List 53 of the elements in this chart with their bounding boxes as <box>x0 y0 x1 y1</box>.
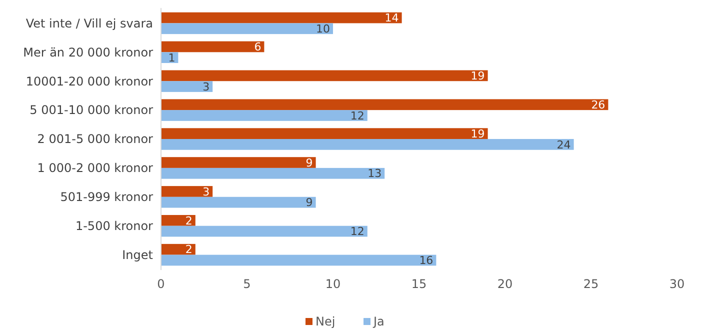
bar <box>161 81 213 92</box>
bar <box>161 196 316 208</box>
data-label: 19 <box>470 70 485 83</box>
y-tick-label: Inget <box>122 248 154 262</box>
data-label: 2 <box>185 214 192 228</box>
data-label: 9 <box>306 196 313 210</box>
x-tick-label: 30 <box>669 277 685 291</box>
bar <box>161 23 333 34</box>
bar <box>161 110 368 121</box>
bar <box>161 99 608 110</box>
data-label: 24 <box>556 138 571 152</box>
y-tick-label: 5 001-10 000 kronor <box>30 103 154 118</box>
data-label: 26 <box>591 98 606 112</box>
y-tick-label: 501-999 kronor <box>60 190 154 204</box>
x-tick-label: 20 <box>497 277 513 291</box>
data-label: 19 <box>470 127 485 140</box>
x-tick-label: 15 <box>411 277 427 291</box>
data-label: 13 <box>368 167 382 180</box>
x-tick-label: 5 <box>243 277 251 291</box>
bar <box>161 226 368 237</box>
data-label: 10 <box>316 22 330 36</box>
legend-label: Ja <box>372 314 384 329</box>
y-tick-label: 1-500 kronor <box>75 219 154 234</box>
data-label: 14 <box>384 12 399 25</box>
data-label: 3 <box>202 80 210 94</box>
data-label: 6 <box>254 40 262 54</box>
bar <box>161 168 385 179</box>
bar <box>161 244 196 255</box>
data-label: 12 <box>350 109 364 122</box>
y-tick-label: 1 000-2 000 kronor <box>37 161 154 176</box>
y-tick-label: Vet inte / Vill ej svara <box>26 16 153 30</box>
legend-label: Nej <box>316 314 336 329</box>
bar <box>161 139 574 150</box>
bar <box>161 70 488 82</box>
bar <box>161 186 213 197</box>
x-tick-label: 25 <box>583 277 599 291</box>
bar <box>161 128 488 139</box>
data-label: 9 <box>306 156 313 170</box>
bar <box>161 157 316 168</box>
data-label: 1 <box>168 51 176 64</box>
bar <box>161 254 436 266</box>
data-label: 12 <box>350 225 364 238</box>
bar <box>161 41 264 52</box>
y-tick-label: 2 001-5 000 kronor <box>37 132 154 146</box>
x-tick-label: 0 <box>157 277 165 291</box>
x-tick-label: 10 <box>325 277 341 291</box>
data-label: 3 <box>202 185 210 198</box>
y-tick-label: 10001-20 000 kronor <box>26 74 154 88</box>
data-label: 2 <box>185 243 192 256</box>
bar <box>161 12 402 24</box>
y-tick-label: Mer än 20 000 kronor <box>23 45 154 60</box>
bar <box>161 214 196 226</box>
data-label: 16 <box>419 254 434 268</box>
